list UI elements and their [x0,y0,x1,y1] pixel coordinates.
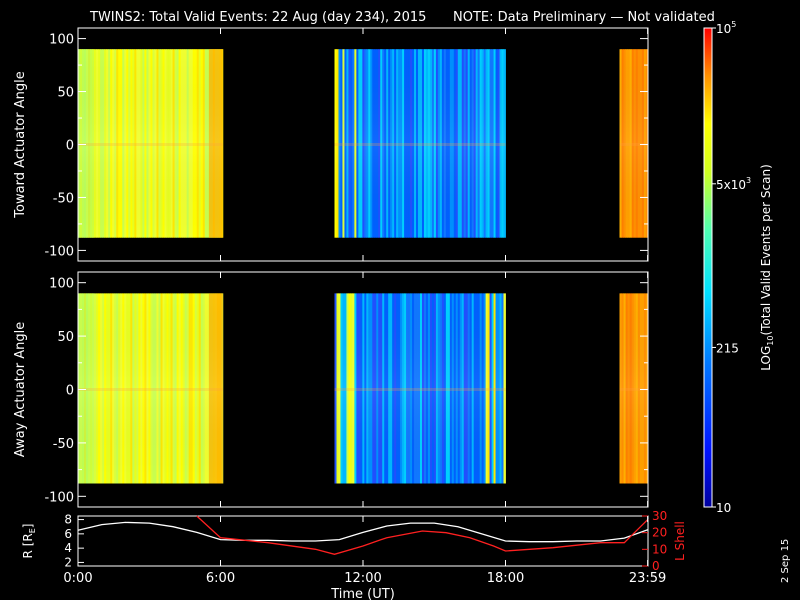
data-segment [78,293,224,484]
y-tick-label: -50 [53,437,74,452]
shading [78,293,223,484]
orbit-frame [77,515,649,567]
y-tick-label: 4 [64,541,72,555]
x-tick-label: 0:00 [63,571,92,586]
colorbar-label: LOG10(Total Valid Events per Scan) [759,164,775,371]
x-tick-label: 18:00 [487,571,524,586]
y-right-tick-label: 20 [652,526,667,540]
y-tick-label: 50 [57,86,74,101]
shading [334,293,506,484]
data-segment [78,49,224,238]
x-tick-label: 6:00 [206,571,235,586]
data-segment [334,293,506,484]
y-tick-label: 0 [66,384,74,399]
data-segment [334,49,506,238]
y-tick-label: 8 [64,513,72,527]
y-tick-label: 100 [49,277,74,292]
preliminary-note: NOTE: Data Preliminary — Not validated [453,10,715,25]
x-tick-label: 23:59 [629,571,666,586]
colorbar: 10 215 5x103 105 LOG10(Total Valid Events pe… [703,20,775,515]
y-tick-label: -100 [44,490,74,505]
shading [334,49,506,238]
y-right-tick-label: 30 [652,509,667,523]
y-tick-label: 2 [64,555,72,569]
y-tick-label: -50 [53,191,74,206]
toward-panel: 100 50 0 -50 -100 Toward Actuator Angle [13,27,649,262]
colorbar-tick-label: 5x103 [716,176,751,192]
data-segment [619,293,649,484]
colorbar-tick-label: 215 [716,341,739,355]
colorbar-tick-label: 10 [716,501,731,515]
x-tick-label: 12:00 [344,571,381,586]
away-panel: 100 50 0 -50 -100 Away Actuator Angle [13,271,649,508]
radius-line [77,521,649,543]
x-axis-label: Time (UT) [330,587,395,600]
shading [619,49,648,238]
y-axis-label: Away Actuator Angle [13,322,28,457]
y-tick-label: 100 [49,33,74,48]
colorbar-tick-label: 105 [716,20,736,36]
radius-axis-label: R [RE] [21,524,37,559]
chart-title: TWINS2: Total Valid Events: 22 Aug (day … [89,10,426,25]
y-tick-label: 6 [64,527,72,541]
y-right-tick-label: 0 [652,559,660,573]
date-label: 2 Sep 15 [780,539,791,583]
y-right-tick-label: 10 [652,542,667,556]
colorbar-scale [703,27,713,508]
y-tick-label: 0 [66,139,74,154]
shading [619,293,648,484]
y-tick-label: -100 [44,244,74,259]
y-axis-label: Toward Actuator Angle [13,71,28,218]
data-segment [619,49,649,238]
lshell-line [196,515,649,555]
lshell-axis-label: L Shell [673,521,687,561]
y-tick-label: 50 [57,330,74,345]
shading [78,49,223,238]
